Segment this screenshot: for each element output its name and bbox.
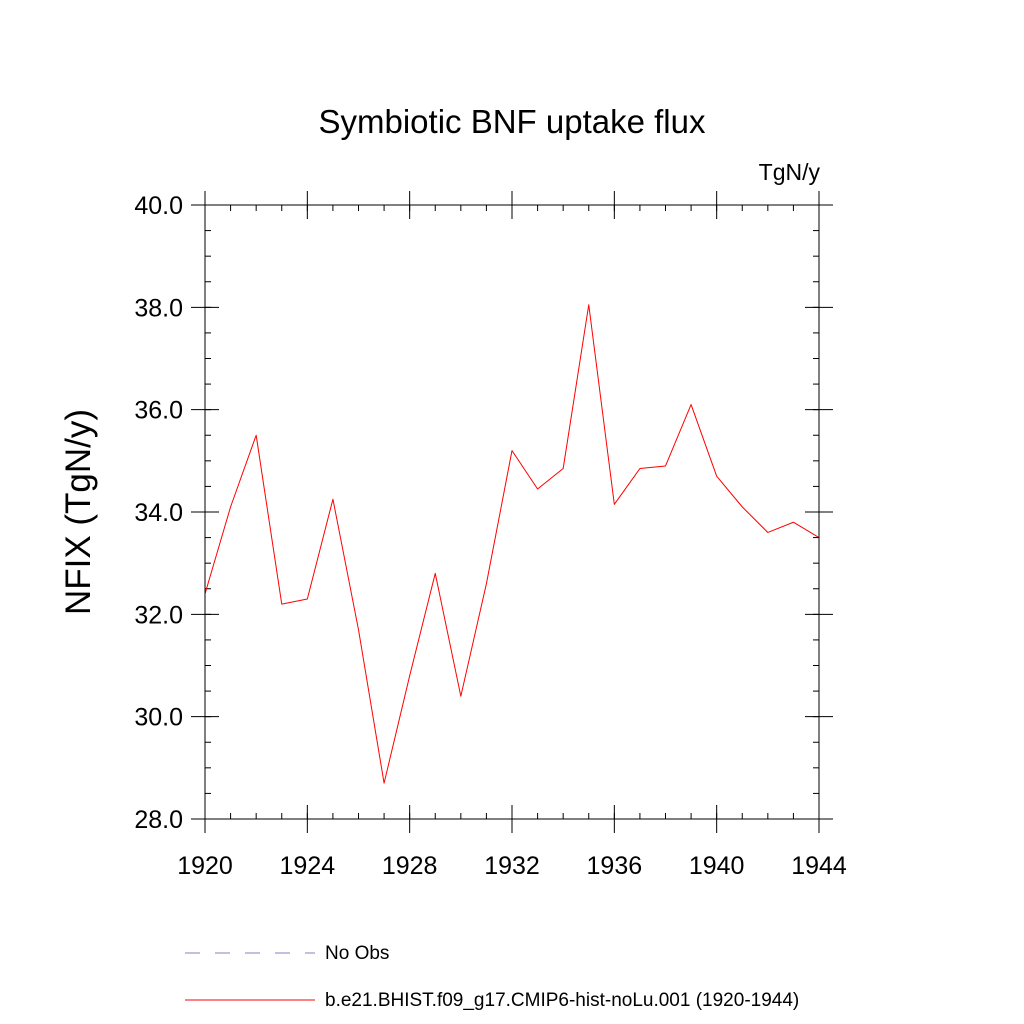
y-tick-label: 38.0 <box>134 294 183 322</box>
x-tick-label: 1928 <box>382 852 438 880</box>
x-tick-label: 1940 <box>689 852 745 880</box>
series-layer <box>204 304 820 784</box>
units-label: TgN/y <box>759 159 821 185</box>
x-tick-label: 1932 <box>484 852 540 880</box>
x-tick-label: 1920 <box>177 852 233 880</box>
legend-label-no-obs: No Obs <box>325 943 389 964</box>
y-tick-label: 28.0 <box>134 806 183 834</box>
chart-title: Symbiotic BNF uptake flux <box>319 103 706 140</box>
y-tick-label: 36.0 <box>134 397 183 425</box>
plot-frame <box>204 204 820 820</box>
legend-label-model-run: b.e21.BHIST.f09_g17.CMIP6-hist-noLu.001 … <box>325 990 799 1011</box>
y-tick-label: 32.0 <box>134 601 183 629</box>
y-tick-label: 30.0 <box>134 704 183 732</box>
legend: No Obs b.e21.BHIST.f09_g17.CMIP6-hist-no… <box>185 943 799 1011</box>
series-line <box>204 304 820 784</box>
y-tick-label: 40.0 <box>134 192 183 220</box>
y-tick-label: 34.0 <box>134 499 183 527</box>
x-tick-label: 1944 <box>791 852 847 880</box>
x-tick-label: 1936 <box>587 852 643 880</box>
y-axis-label: NFIX (TgN/y) <box>59 409 98 615</box>
x-tick-label: 1924 <box>280 852 336 880</box>
axes: 28.0 30.0 32.0 34.0 36.0 38.0 40.0 1920 1924 1928… <box>134 191 847 880</box>
